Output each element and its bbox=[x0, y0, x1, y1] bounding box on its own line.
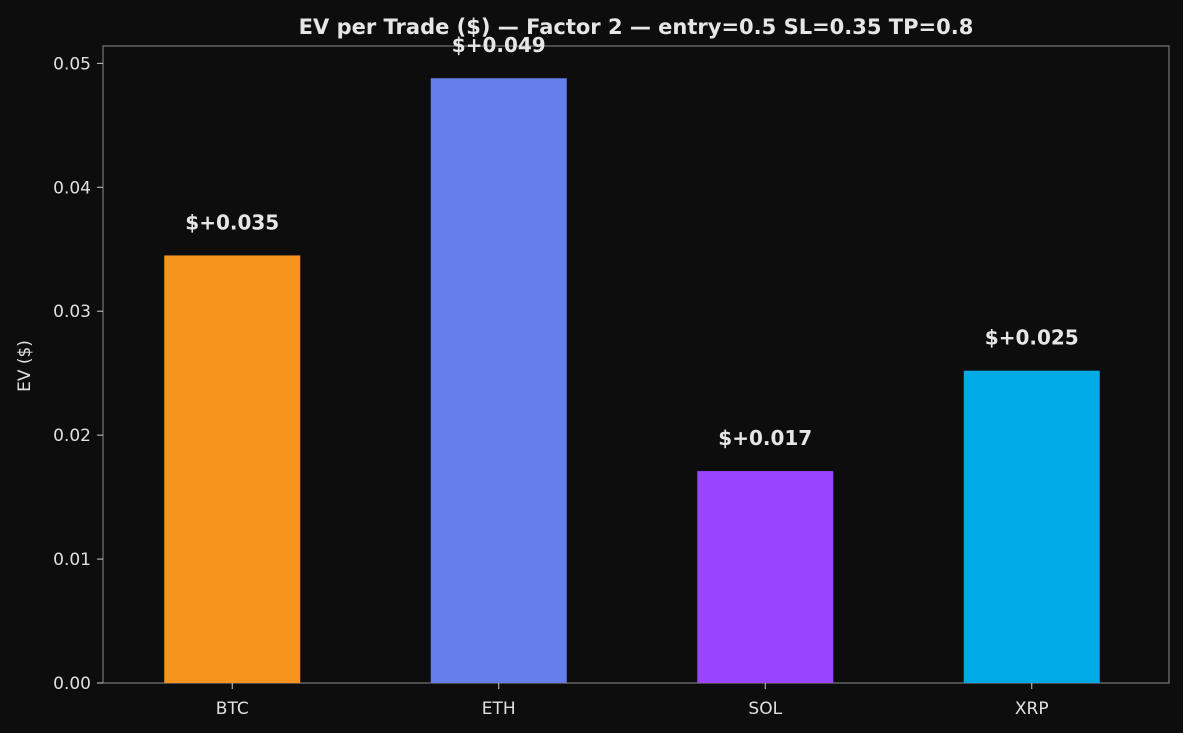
y-tick-label: 0.00 bbox=[53, 674, 91, 694]
y-tick-label: 0.02 bbox=[53, 426, 91, 446]
data-label: $+0.025 bbox=[985, 326, 1079, 350]
bar-sol bbox=[697, 471, 834, 683]
y-tick-label: 0.05 bbox=[53, 54, 91, 74]
bar-btc bbox=[164, 255, 301, 683]
x-tick-label: ETH bbox=[482, 699, 516, 719]
data-label: $+0.017 bbox=[718, 426, 812, 450]
y-tick-label: 0.01 bbox=[53, 550, 91, 570]
y-tick-label: 0.03 bbox=[53, 302, 91, 322]
y-tick-label: 0.04 bbox=[53, 178, 91, 198]
x-tick-label: XRP bbox=[1015, 699, 1049, 719]
chart-title: EV per Trade ($) — Factor 2 — entry=0.5 … bbox=[299, 15, 974, 39]
data-label: $+0.035 bbox=[185, 210, 279, 234]
x-tick-label: BTC bbox=[216, 699, 249, 719]
data-label: $+0.049 bbox=[452, 33, 546, 57]
plot-area: 0.00 0.01 0.02 0.03 0.04 0.05 BTC $+0.035 ETH $+0… bbox=[53, 33, 1170, 719]
bar-eth bbox=[430, 78, 567, 683]
y-axis-label: EV ($) bbox=[15, 340, 35, 392]
x-tick-label: SOL bbox=[748, 699, 782, 719]
bar-xrp bbox=[963, 370, 1100, 683]
